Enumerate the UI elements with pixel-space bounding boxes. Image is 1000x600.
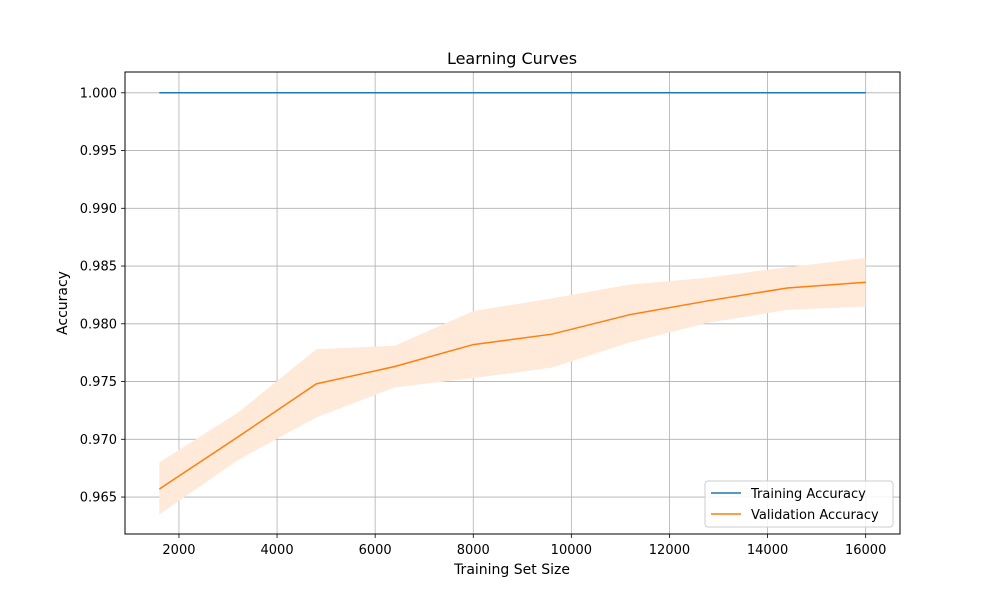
x-tick-label: 6000 <box>359 543 392 558</box>
plot-frame <box>124 71 901 535</box>
y-tick-label: 0.970 <box>80 433 117 448</box>
y-tick-label: 0.980 <box>80 317 117 332</box>
x-tick-label: 8000 <box>457 543 490 558</box>
series-lines <box>158 92 866 490</box>
x-tick-label: 16000 <box>845 543 886 558</box>
confidence-bands <box>159 257 866 515</box>
x-tick-label: 14000 <box>747 543 788 558</box>
y-axis-label: Accuracy <box>55 271 71 335</box>
legend-box <box>704 480 894 528</box>
x-axis-label: Training Set Size <box>453 562 570 578</box>
grid <box>125 72 900 534</box>
y-tick-label: 1.000 <box>80 86 117 101</box>
y-axis-ticks: 0.965 0.970 0.975 0.980 0.985 0.990 0.995 1.000 <box>80 86 125 506</box>
x-tick-label: 10000 <box>551 543 592 558</box>
y-tick-label: 0.985 <box>80 260 117 275</box>
y-tick-label: 0.965 <box>80 491 117 506</box>
y-tick-label: 0.975 <box>80 375 117 390</box>
y-tick-label: 0.995 <box>80 144 117 159</box>
validation-accuracy-line <box>158 281 866 490</box>
x-tick-label: 4000 <box>261 543 294 558</box>
x-axis-ticks: 2000 4000 6000 8000 10000 12000 14000 16000 <box>162 534 886 558</box>
legend-label-training: Training Accuracy <box>750 487 866 502</box>
y-tick-label: 0.990 <box>80 202 117 217</box>
validation-accuracy-band <box>159 257 866 515</box>
legend-label-validation: Validation Accuracy <box>751 508 879 523</box>
x-tick-label: 12000 <box>649 543 690 558</box>
x-tick-label: 2000 <box>162 543 195 558</box>
chart-title: Learning Curves <box>447 49 577 68</box>
legend: Training Accuracy Validation Accuracy <box>704 480 894 528</box>
